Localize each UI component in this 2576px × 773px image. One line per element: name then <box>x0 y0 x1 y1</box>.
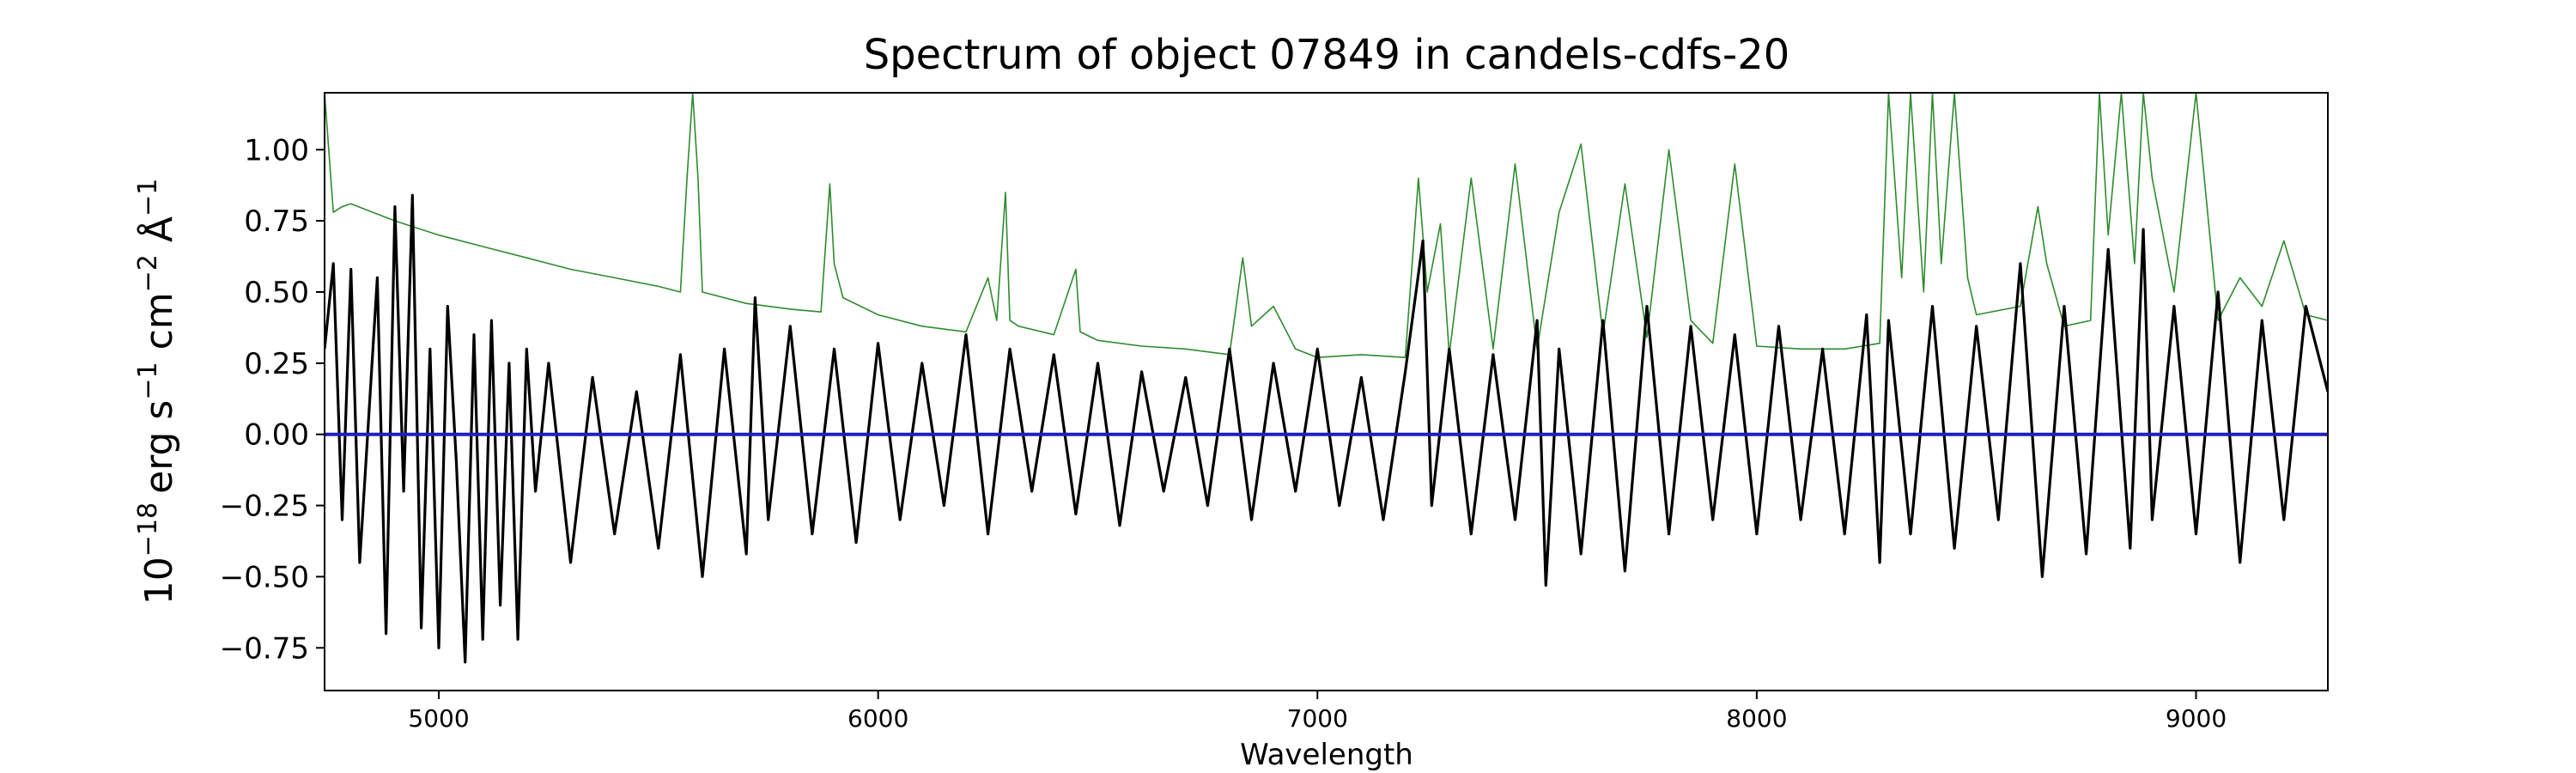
x-axis: 5000 6000 7000 8000 9000 <box>408 691 2227 733</box>
y-tick-label: 1.00 <box>244 133 309 167</box>
ylabel-units-exp2: −2 <box>133 254 163 292</box>
y-tick-label: 0.25 <box>244 347 309 381</box>
x-axis-label: Wavelength <box>1240 738 1413 772</box>
y-tick-label: 0.00 <box>244 418 309 453</box>
ylabel-scale-base: 10 <box>137 557 181 605</box>
ylabel-units: erg s <box>137 400 181 494</box>
ylabel-units2: cm <box>137 292 181 362</box>
y-tick-label: −0.50 <box>220 560 309 594</box>
ylabel-scale-exp: −18 <box>133 502 163 557</box>
y-tick-label: 0.50 <box>244 276 309 310</box>
ylabel-units-exp1: −1 <box>133 362 163 399</box>
x-tick-label: 8000 <box>1726 704 1787 733</box>
x-tick-label: 5000 <box>408 704 469 733</box>
y-tick-label: −0.75 <box>220 631 309 666</box>
y-tick-label: −0.25 <box>220 490 309 524</box>
x-tick-label: 6000 <box>848 704 908 733</box>
y-tick-label: 0.75 <box>244 204 309 239</box>
series-line-flux <box>325 193 2328 664</box>
y-axis-label: 10−18erg s−1 cm−2 Å−1 <box>133 179 181 605</box>
ylabel-units3: Å <box>136 216 181 254</box>
chart-title: Spectrum of object 07849 in candels-cdfs… <box>864 31 1790 79</box>
plot-frame <box>324 92 2329 691</box>
series-line-error <box>325 93 2328 359</box>
y-axis: 1.00 0.75 0.50 0.25 0.00 −0.25 −0.50 −0.75 <box>220 133 325 666</box>
series-layer <box>325 93 2328 664</box>
ylabel-units-exp3: −1 <box>133 179 163 216</box>
x-tick-label: 7000 <box>1287 704 1348 733</box>
x-tick-label: 9000 <box>2166 704 2227 733</box>
